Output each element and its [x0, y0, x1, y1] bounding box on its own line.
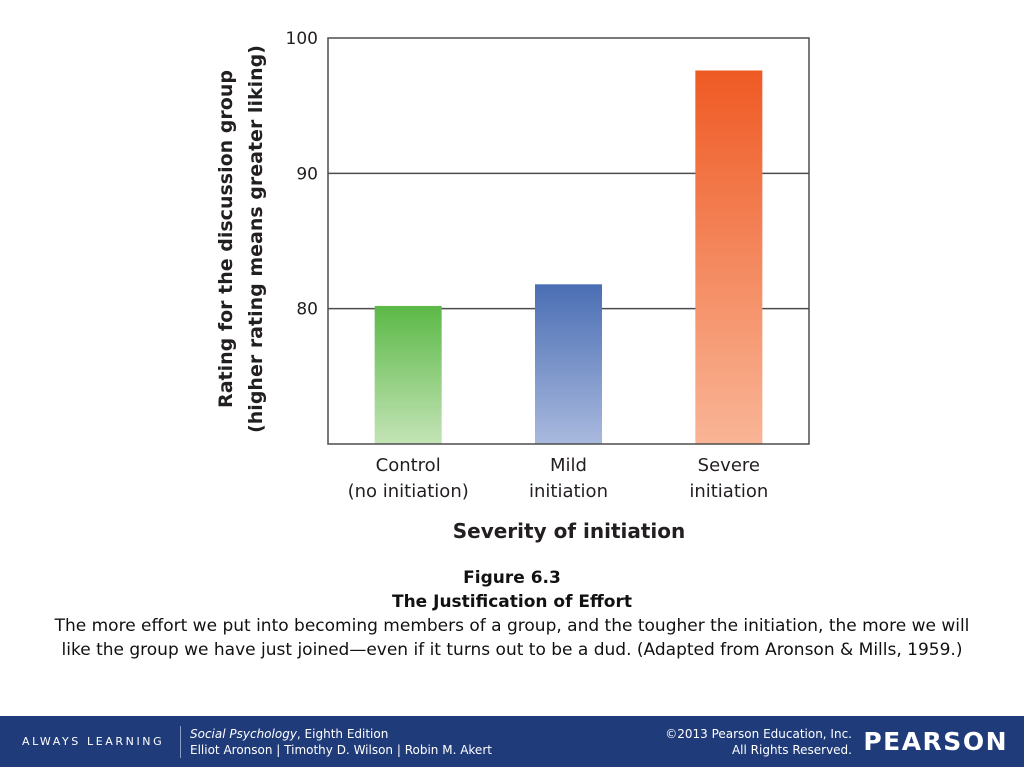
- plot-border: [327, 37, 810, 445]
- book-edition: , Eighth Edition: [296, 727, 389, 741]
- bar-0: [374, 305, 442, 444]
- footer-copyright: ©2013 Pearson Education, Inc. All Rights…: [665, 726, 852, 758]
- x-axis-title: Severity of initiation: [453, 519, 686, 543]
- x-category-label: (no initiation): [348, 481, 469, 502]
- footer-book-info: Social Psychology, Eighth Edition Elliot…: [190, 726, 492, 758]
- figure-title: The Justification of Effort: [391, 592, 633, 612]
- x-category-label: Severe: [698, 455, 760, 476]
- book-authors: Elliot Aronson | Timothy D. Wilson | Rob…: [190, 743, 492, 757]
- footer-divider: [180, 726, 181, 758]
- x-category-label: Control: [376, 455, 441, 476]
- figure-number: Figure 6.3: [463, 568, 561, 588]
- figure-caption: Figure 6.3 The Justification of Effort T…: [40, 566, 984, 662]
- footer-bar: ALWAYS LEARNING Social Psychology, Eight…: [0, 716, 1024, 767]
- x-category-labels: Control (no initiation) Mild initiation Seve…: [348, 455, 769, 502]
- bar-chart: 80 90 100 Control (no initiation) Mild initia…: [215, 29, 810, 543]
- copyright-text: ©2013 Pearson Education, Inc.: [665, 727, 852, 741]
- rights-text: All Rights Reserved.: [731, 743, 852, 757]
- bar-2: [695, 70, 763, 444]
- x-category-label: initiation: [689, 481, 768, 502]
- y-axis-title-line1: Rating for the discussion group: [215, 70, 237, 408]
- y-axis-title-line2: (higher rating means greater liking): [245, 45, 267, 433]
- footer-tagline: ALWAYS LEARNING: [22, 735, 165, 748]
- plot-frame: [327, 37, 810, 445]
- y-tick-label: 100: [286, 29, 318, 49]
- y-tick-labels: 80 90 100: [286, 29, 318, 320]
- bar-1: [535, 284, 602, 444]
- book-title: Social Psychology: [190, 727, 297, 741]
- y-tick-label: 90: [296, 164, 318, 184]
- x-category-label: initiation: [529, 481, 608, 502]
- y-tick-label: 80: [296, 300, 318, 320]
- pearson-logo: PEARSON: [863, 727, 1008, 756]
- x-category-label: Mild: [550, 455, 587, 476]
- figure-description: The more effort we put into becoming mem…: [54, 616, 970, 660]
- bars: [374, 70, 763, 444]
